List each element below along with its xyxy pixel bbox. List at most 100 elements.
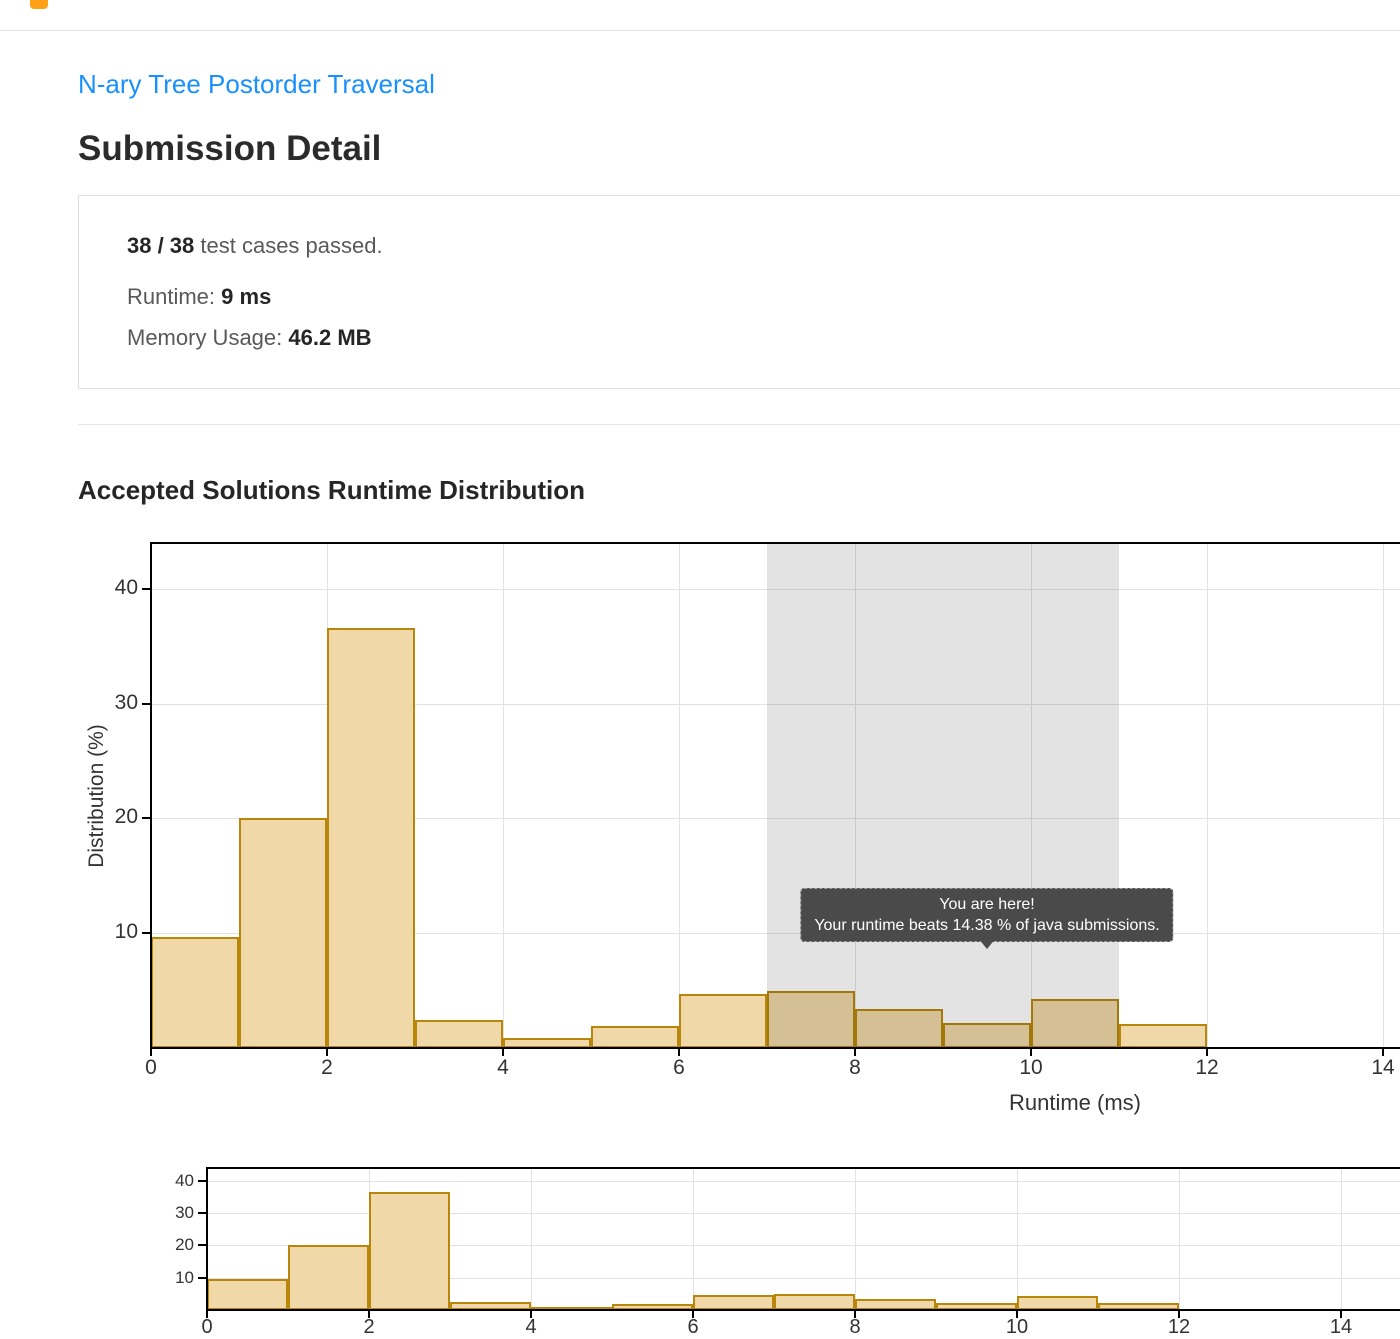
y-tick-label: 10 [114, 920, 138, 944]
y-tick-label: 40 [175, 1170, 194, 1190]
memory-line: Memory Usage: 46.2 MB [127, 324, 1363, 352]
gridline-vertical [1383, 543, 1384, 1048]
y-tick-label: 20 [175, 1235, 194, 1255]
histogram-bar[interactable] [327, 627, 415, 1048]
histogram-bar[interactable] [767, 990, 855, 1048]
y-tick-mark [142, 817, 150, 820]
passed-text: test cases passed. [194, 233, 383, 258]
you-are-here-tooltip: You are here! Your runtime beats 14.38 % … [800, 888, 1174, 942]
histogram-bar[interactable] [679, 994, 767, 1048]
runtime-line: Runtime: 9 ms [127, 283, 1363, 311]
gridline-vertical [1031, 543, 1032, 1048]
runtime-value: 9 ms [221, 284, 272, 309]
histogram-bar[interactable] [369, 1191, 450, 1310]
memory-value: 46.2 MB [288, 325, 372, 350]
axis-top-line [206, 1167, 1400, 1169]
x-tick-mark [368, 1311, 370, 1318]
histogram-bar[interactable] [943, 1022, 1031, 1048]
histogram-bar[interactable] [855, 1008, 943, 1048]
x-tick-mark [530, 1311, 532, 1318]
gridline-horizontal [151, 703, 1400, 705]
brush-selection[interactable] [767, 543, 1119, 1048]
y-axis-title: Distribution (%) [85, 723, 108, 868]
gridline-vertical [1017, 1168, 1018, 1310]
x-tick-mark [502, 1049, 504, 1056]
axis-bottom-line [206, 1309, 1400, 1311]
x-tick-mark [1016, 1311, 1018, 1318]
gridline-vertical [1207, 543, 1208, 1048]
gridline-vertical [1341, 1168, 1342, 1310]
gridline-horizontal [151, 818, 1400, 820]
gridline-horizontal [151, 933, 1400, 935]
gridline-vertical [679, 543, 680, 1048]
section-divider [78, 424, 1400, 425]
x-tick-label: 6 [673, 1056, 685, 1079]
memory-label: Memory Usage: [127, 325, 289, 350]
y-tick-label: 30 [114, 690, 138, 714]
x-tick-mark [692, 1311, 694, 1318]
histogram-bar[interactable] [774, 1293, 855, 1310]
x-tick-label: 0 [201, 1316, 213, 1338]
gridline-horizontal [207, 1213, 1400, 1215]
y-tick-mark [142, 702, 150, 705]
axis-top-line [150, 542, 1400, 544]
page-title: Submission Detail [78, 129, 382, 168]
y-tick-label: 40 [114, 575, 138, 599]
result-summary-box: 38 / 38 test cases passed. Runtime: 9 ms… [78, 195, 1400, 389]
x-tick-mark [1178, 1311, 1180, 1318]
histogram-bar[interactable] [1017, 1296, 1098, 1310]
tooltip-arrow [978, 938, 996, 949]
histogram-bar[interactable] [936, 1302, 1017, 1310]
y-tick-mark [142, 587, 150, 590]
x-tick-mark [150, 1049, 152, 1056]
x-tick-mark [854, 1311, 856, 1318]
tooltip-line1: You are here! [939, 896, 1035, 913]
y-tick-label: 30 [175, 1203, 194, 1223]
axis-left-line [206, 1167, 208, 1311]
gridline-vertical [531, 1168, 532, 1310]
x-tick-mark [1340, 1311, 1342, 1318]
histogram-bar[interactable] [1119, 1023, 1207, 1048]
histogram-bar[interactable] [503, 1037, 591, 1048]
x-tick-mark [854, 1049, 856, 1056]
y-tick-mark [142, 932, 150, 935]
histogram-bar[interactable] [591, 1026, 679, 1048]
histogram-bar[interactable] [612, 1303, 693, 1310]
x-tick-label: 12 [1195, 1056, 1219, 1079]
histogram-bar[interactable] [207, 1278, 288, 1310]
top-nav-bar [0, 0, 1400, 31]
histogram-bar[interactable] [693, 1294, 774, 1310]
distribution-heading: Accepted Solutions Runtime Distribution [78, 475, 586, 505]
histogram-bar[interactable] [239, 818, 327, 1048]
x-tick-label: 4 [497, 1056, 509, 1079]
leetcode-logo-icon[interactable] [30, 0, 48, 9]
test-cases-line: 38 / 38 test cases passed. [127, 232, 1363, 260]
histogram-bar[interactable] [855, 1299, 936, 1310]
x-tick-label: 0 [145, 1056, 157, 1079]
histogram-bar[interactable] [151, 936, 239, 1048]
x-tick-mark [678, 1049, 680, 1056]
x-tick-label: 2 [321, 1056, 333, 1079]
passed-count: 38 / 38 [127, 233, 195, 258]
histogram-bar[interactable] [415, 1020, 503, 1048]
gridline-horizontal [207, 1277, 1400, 1279]
x-tick-mark [326, 1049, 328, 1056]
x-tick-label: 12 [1167, 1316, 1191, 1338]
x-tick-mark [1030, 1049, 1032, 1056]
x-tick-label: 14 [1329, 1316, 1353, 1338]
x-tick-mark [1206, 1049, 1208, 1056]
x-tick-label: 10 [1019, 1056, 1043, 1079]
x-tick-label: 6 [687, 1316, 699, 1338]
histogram-bar[interactable] [288, 1245, 369, 1310]
x-tick-label: 8 [849, 1316, 861, 1338]
x-tick-label: 10 [1005, 1316, 1029, 1338]
gridline-horizontal [207, 1180, 1400, 1182]
x-tick-label: 14 [1371, 1056, 1395, 1079]
y-tick-mark [198, 1179, 206, 1182]
y-tick-mark [198, 1276, 206, 1279]
problem-title-link[interactable]: N-ary Tree Postorder Traversal [78, 69, 435, 99]
gridline-horizontal [207, 1245, 1400, 1247]
x-tick-label: 2 [363, 1316, 375, 1338]
histogram-bar[interactable] [1031, 998, 1119, 1048]
